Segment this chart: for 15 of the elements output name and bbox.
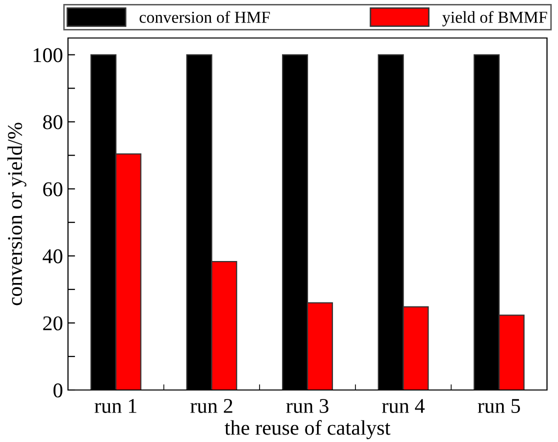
x-tick-label: run 2 [190,398,232,413]
x-tick-label: run 5 [478,399,520,413]
y-tick-label: 40 [42,249,62,264]
legend-label: yield of BMMF [442,11,548,26]
y-axis-title: conversion or yield/% [7,122,26,306]
y-tick-label: 100 [34,48,62,62]
y-tick-label: 60 [43,182,62,196]
y-tick-label: 0 [54,383,62,398]
x-tick-label: run 1 [94,399,136,413]
x-axis-title: the reuse of catalyst [224,420,390,440]
y-tick-label: 20 [43,316,62,330]
legend-label: conversion of HMF [140,11,270,23]
x-tick-label: run 4 [382,399,425,413]
x-tick-label: run 3 [286,398,328,413]
y-tick-label: 80 [43,115,62,130]
